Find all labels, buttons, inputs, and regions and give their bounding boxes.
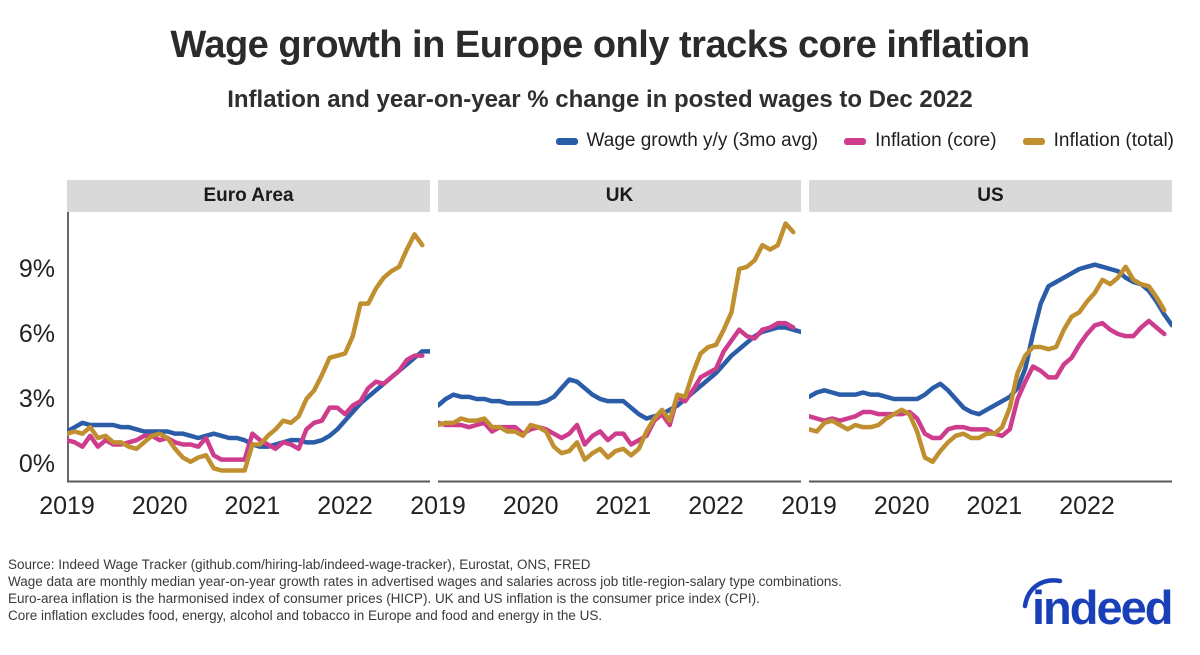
legend: Wage growth y/y (3mo avg) Inflation (cor…: [555, 130, 1174, 152]
series-line-inflation-total: [809, 264, 1167, 465]
note-core-definition: Core inflation excludes food, energy, al…: [8, 608, 603, 623]
us-plot: [809, 262, 1172, 483]
x-tick-label-us-2021: 2021: [966, 492, 1023, 520]
indeed-logo-arc-icon: [1022, 578, 1063, 609]
chart-subtitle: Inflation and year-on-year % change in p…: [227, 86, 973, 113]
inflation-total-swatch-icon: [1022, 137, 1045, 145]
uk-plot: [438, 221, 801, 483]
x-tick-label-uk-2020: 2020: [502, 492, 559, 520]
note-wage-data: Wage data are monthly median year-on-yea…: [8, 574, 842, 589]
series-line-wage-growth-y-y-3mo-avg: [67, 349, 430, 449]
x-tick-label-euro-area-2020: 2020: [131, 492, 188, 520]
panel-uk: UK: [438, 180, 801, 483]
series-line-inflation-core: [809, 318, 1167, 441]
y-tick-label-9pct: 9%: [18, 255, 55, 283]
series-line-inflation-total: [67, 232, 425, 473]
legend-item-wage-growth: Wage growth y/y (3mo avg): [555, 130, 819, 152]
x-tick-label-euro-area-2021: 2021: [224, 492, 281, 520]
legend-label: Inflation (total): [1053, 130, 1174, 151]
series-line-wage-growth-y-y-3mo-avg: [809, 262, 1172, 417]
legend-item-inflation-core: Inflation (core): [844, 130, 997, 152]
indeed-logo-word: indeed: [1032, 581, 1173, 634]
legend-label: Inflation (core): [875, 130, 997, 151]
x-tick-label-uk-2021: 2021: [595, 492, 652, 520]
x-tick-label-euro-area-2019: 2019: [39, 492, 95, 520]
inflation-core-swatch-icon: [844, 137, 867, 145]
series-line-inflation-total: [438, 221, 796, 462]
x-tick-label-uk-2019: 2019: [410, 492, 466, 520]
wage-growth-swatch-icon: [555, 137, 578, 145]
footer-notes: Source: Indeed Wage Tracker (github.com/…: [8, 556, 842, 624]
y-tick-label-0pct: 0%: [18, 450, 55, 478]
panel-header-uk: UK: [438, 180, 801, 212]
source-line: Source: Indeed Wage Tracker (github.com/…: [8, 557, 591, 572]
x-tick-label-us-2020: 2020: [873, 492, 930, 520]
indeed-logo: indeed: [1018, 572, 1178, 634]
legend-item-inflation-total: Inflation (total): [1022, 130, 1174, 152]
y-tick-label-3pct: 3%: [18, 385, 55, 413]
x-tick-label-euro-area-2022: 2022: [317, 492, 373, 520]
panel-euro-area: Euro Area: [67, 180, 430, 483]
x-tick-label-us-2019: 2019: [781, 492, 837, 520]
panel-header-euro-area: Euro Area: [67, 180, 430, 212]
series-line-wage-growth-y-y-3mo-avg: [438, 325, 801, 421]
note-inflation-definition: Euro-area inflation is the harmonised in…: [8, 591, 760, 606]
panel-header-us: US: [809, 180, 1172, 212]
x-tick-label-uk-2022: 2022: [688, 492, 744, 520]
euro-area-plot: [67, 212, 430, 483]
y-tick-label-6pct: 6%: [18, 320, 55, 348]
x-tick-label-us-2022: 2022: [1059, 492, 1115, 520]
legend-label: Wage growth y/y (3mo avg): [586, 130, 819, 151]
chart-title: Wage growth in Europe only tracks core i…: [170, 24, 1030, 66]
panel-us: US: [809, 180, 1172, 483]
